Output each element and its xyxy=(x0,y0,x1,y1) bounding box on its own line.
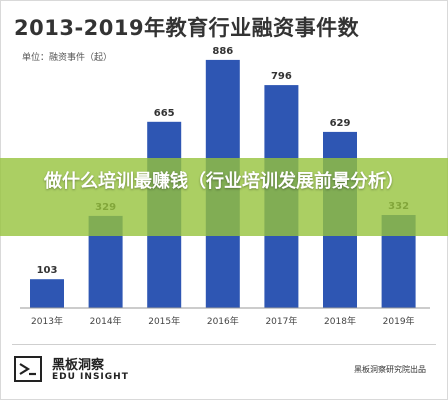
banner-text: 做什么培训最赚钱（行业培训发展前景分析） xyxy=(44,171,404,192)
x-tick-label: 2019年 xyxy=(383,315,415,327)
footer-divider xyxy=(12,344,436,345)
x-tick-label: 2015年 xyxy=(148,315,180,327)
edu-insight-logo-icon xyxy=(14,356,42,382)
data-label: 886 xyxy=(212,46,233,57)
data-label: 665 xyxy=(154,108,175,119)
bar xyxy=(30,279,64,308)
chart-title: 2013-2019年教育行业融资事件数 xyxy=(14,16,360,40)
source-credit: 黑板洞察研究院出品 xyxy=(354,365,426,374)
data-label: 629 xyxy=(330,118,351,129)
x-tick-label: 2018年 xyxy=(324,315,356,327)
x-tick-label: 2014年 xyxy=(90,315,122,327)
x-tick-label: 2016年 xyxy=(207,315,239,327)
overlay-banner xyxy=(0,158,448,236)
x-tick-label: 2017年 xyxy=(265,315,297,327)
logo-name: 黑板洞察 xyxy=(52,358,105,373)
x-tick-label: 2013年 xyxy=(31,315,63,327)
data-label: 103 xyxy=(37,265,58,276)
logo-english-name: EDU INSIGHT xyxy=(52,372,129,382)
unit-label: 单位：融资事件（起） xyxy=(22,53,113,63)
data-label: 796 xyxy=(271,71,292,82)
